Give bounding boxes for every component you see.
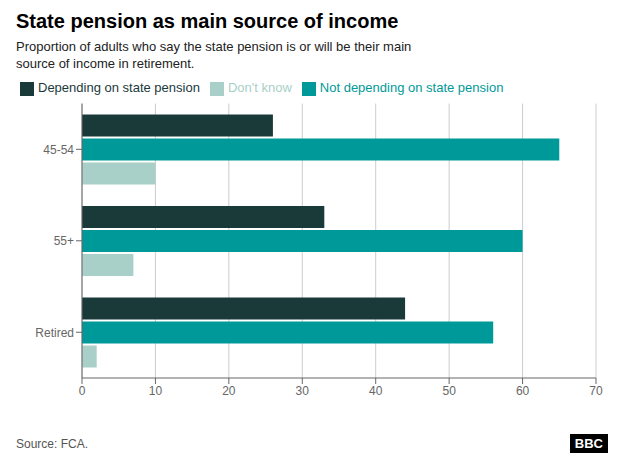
svg-text:55+: 55+ bbox=[54, 234, 74, 248]
svg-text:Retired: Retired bbox=[35, 326, 74, 340]
html-text:State pension as main source o: State pension as main source of income bbox=[16, 10, 399, 32]
svg-text:30: 30 bbox=[296, 384, 310, 398]
html-text:Don't know: Don't know bbox=[227, 80, 292, 95]
html-text:Not depending on state pension: Not depending on state pension bbox=[319, 80, 504, 95]
svg-text:40: 40 bbox=[369, 384, 383, 398]
html-text:Proportion of adults who say t: Proportion of adults who say the state p… bbox=[16, 39, 412, 54]
html-text:BBC: BBC bbox=[574, 436, 603, 451]
svg-text:20: 20 bbox=[222, 384, 236, 398]
svg-text:50: 50 bbox=[442, 384, 456, 398]
svg-text:10: 10 bbox=[149, 384, 163, 398]
html-text:Source: FCA.: Source: FCA. bbox=[16, 436, 88, 451]
html-text:source of income in retirement: source of income in retirement. bbox=[16, 56, 195, 71]
svg-text:70: 70 bbox=[589, 384, 603, 398]
svg-text:60: 60 bbox=[516, 384, 530, 398]
svg-text:45-54: 45-54 bbox=[43, 143, 74, 157]
svg-text:0: 0 bbox=[79, 384, 86, 398]
html-text:Depending on state pension: Depending on state pension bbox=[38, 80, 200, 95]
